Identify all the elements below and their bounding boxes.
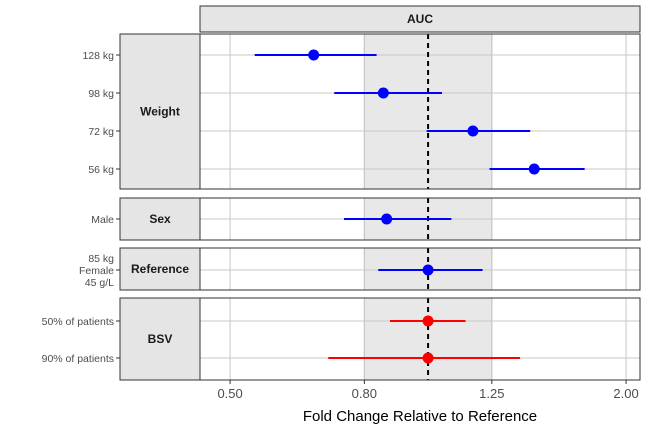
point-estimate (422, 264, 434, 276)
facet-strip-top-bg (199, 5, 641, 33)
facet-strip-top-label: AUC (407, 12, 433, 26)
panels: Weight 128 kg 98 kg 72 kg 56 kg Sex Male Refere… (42, 33, 641, 381)
y-tick-label-line: 45 g/L (85, 277, 114, 289)
y-tick-label: 85 kg Female 45 g/L (79, 253, 114, 289)
panel-bsv: BSV 50% of patients 90% of patients (42, 297, 641, 381)
y-tick-label-line: 90% of patients (42, 353, 114, 365)
y-tick-label-line: Female (79, 265, 114, 277)
x-tick-label: 2.00 (613, 386, 638, 401)
y-tick-label: 56 kg (88, 164, 114, 176)
y-tick-label: 72 kg (88, 126, 114, 138)
x-tick-label: 1.25 (479, 386, 504, 401)
y-tick-label-line: 56 kg (88, 164, 114, 176)
facet-strip-left (119, 247, 201, 291)
x-axis: 0.50 0.80 1.25 2.00 (217, 380, 639, 401)
panel-reference: Reference 85 kg Female 45 g/L (79, 247, 641, 291)
facet-strip-left (119, 33, 201, 190)
panel-sex: Sex Male (91, 197, 641, 241)
facet-strip-left (119, 197, 201, 241)
y-tick-label: 90% of patients (42, 353, 114, 365)
panel-weight: Weight 128 kg 98 kg 72 kg 56 kg (82, 33, 641, 190)
facet-strip-left (119, 297, 201, 381)
facet-strip-label: Reference (131, 262, 189, 276)
y-tick-label-line: 98 kg (88, 88, 114, 100)
point-estimate (422, 315, 434, 327)
point-estimate (377, 87, 389, 99)
point-estimate (467, 125, 479, 137)
point-estimate (381, 213, 393, 225)
y-tick-label: 128 kg (82, 50, 114, 62)
y-tick-label-line: 128 kg (82, 50, 114, 62)
point-estimate (308, 49, 320, 61)
y-tick-label-line: 72 kg (88, 126, 114, 138)
point-estimate (528, 163, 540, 175)
x-axis-title: Fold Change Relative to Reference (303, 408, 537, 425)
y-tick-label: Male (91, 214, 114, 226)
facet-strip-label: Weight (140, 105, 180, 119)
facet-strip-label: BSV (148, 332, 173, 346)
y-tick-label-line: Male (91, 214, 114, 226)
facet-strip-label: Sex (149, 212, 171, 226)
y-tick-label-line: 50% of patients (42, 316, 114, 328)
y-tick-label-line: 85 kg (88, 253, 114, 265)
x-tick-label: 0.50 (217, 386, 242, 401)
point-estimate (422, 352, 434, 364)
y-tick-label: 50% of patients (42, 316, 114, 328)
y-tick-label: 98 kg (88, 88, 114, 100)
x-tick-label: 0.80 (352, 386, 377, 401)
facet-strip-top: AUC (199, 5, 641, 33)
reference-band (364, 34, 492, 189)
